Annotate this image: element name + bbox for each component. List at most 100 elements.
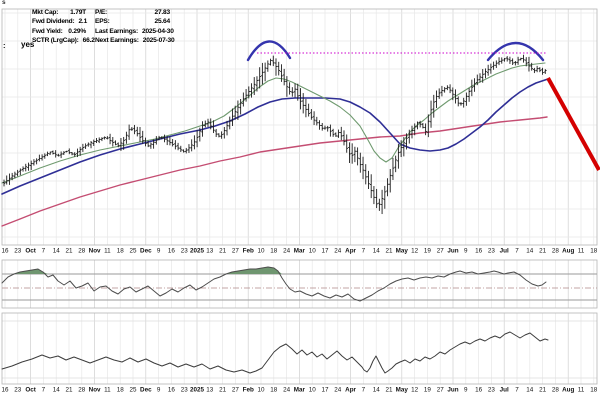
svg-text:Jul: Jul [500, 387, 509, 394]
svg-text:21: 21 [385, 248, 393, 255]
svg-text:7: 7 [362, 387, 366, 394]
svg-text:21: 21 [219, 387, 227, 394]
svg-text:Nov: Nov [89, 248, 101, 255]
svg-text:9: 9 [464, 387, 468, 394]
info-row-fwd-yield: Fwd Yield: 0.29% [32, 27, 86, 36]
svg-text:13: 13 [206, 248, 214, 255]
options-value: yes [21, 40, 35, 49]
svg-text:18: 18 [270, 248, 278, 255]
svg-text:28: 28 [552, 387, 560, 394]
svg-text:21: 21 [385, 387, 393, 394]
svg-text:Apr: Apr [345, 387, 356, 394]
svg-text:27: 27 [232, 387, 240, 394]
fwd-yield-label: Fwd Yield: [32, 27, 63, 35]
svg-text:23: 23 [181, 248, 189, 255]
svg-text:18: 18 [270, 387, 278, 394]
svg-text:10: 10 [257, 248, 265, 255]
svg-text:Oct: Oct [25, 248, 36, 255]
svg-text:Feb: Feb [243, 248, 254, 255]
price-bars [2, 54, 547, 215]
svg-text:24: 24 [283, 387, 291, 394]
svg-text:19: 19 [424, 248, 432, 255]
fwd-yield-value: 0.29% [68, 27, 86, 35]
svg-text:28: 28 [552, 248, 560, 255]
svg-text:14: 14 [373, 248, 381, 255]
fwd-dividend-value: 2.1 [78, 18, 88, 26]
last-earnings-label: Last Earnings: [95, 27, 138, 35]
svg-text:11: 11 [578, 387, 585, 394]
svg-text:16: 16 [168, 387, 176, 394]
svg-text:10: 10 [309, 387, 317, 394]
svg-text:14: 14 [373, 387, 381, 394]
eps-label: EPS: [95, 18, 110, 26]
svg-text:Dec: Dec [140, 248, 152, 255]
fundamentals-block-left: Mkt Cap: 1.79T Fwd Dividend: 2.1 Fwd Yie… [32, 8, 95, 45]
svg-text:12: 12 [411, 248, 419, 255]
info-row-last-earnings: Last Earnings: 2025-04-30 [95, 27, 174, 36]
sctr-value: 66.2 [82, 36, 95, 44]
svg-text:7: 7 [362, 248, 366, 255]
svg-text:May: May [396, 248, 409, 255]
svg-text:Jun: Jun [447, 248, 458, 255]
svg-text:9: 9 [157, 248, 161, 255]
svg-text:23: 23 [14, 248, 22, 255]
svg-text:19: 19 [424, 387, 432, 394]
svg-text:28: 28 [78, 387, 86, 394]
svg-text:Feb: Feb [243, 387, 254, 394]
relative-strength-line [1, 331, 549, 374]
svg-text:21: 21 [539, 387, 547, 394]
svg-text:12: 12 [411, 387, 419, 394]
annotations [246, 40, 600, 171]
svg-text:16: 16 [475, 387, 483, 394]
svg-text:Aug: Aug [562, 248, 574, 255]
svg-text:11: 11 [104, 387, 111, 394]
svg-text:2025: 2025 [190, 387, 205, 394]
svg-text:24: 24 [334, 248, 342, 255]
svg-text:14: 14 [526, 248, 534, 255]
svg-text:11: 11 [578, 248, 585, 255]
next-earnings-label: Next Earnings: [95, 36, 139, 44]
pe-value: 27.83 [154, 9, 170, 16]
svg-text:16: 16 [475, 248, 483, 255]
svg-text:24: 24 [283, 248, 291, 255]
fwd-dividend-label: Fwd Dividend: [32, 18, 75, 26]
options-label-fragment: : [3, 41, 6, 50]
sctr-label: SCTR (LrgCap): [32, 36, 79, 44]
svg-text:16: 16 [168, 248, 176, 255]
pe-label: P/E: [95, 9, 108, 16]
svg-text:18: 18 [117, 248, 125, 255]
x-axis-labels: 16 23 Oct 7 14 21 28 Nov 11 18 25 Dec 9 16 23 2025 13 21 2… [1, 248, 597, 394]
svg-text:23: 23 [488, 387, 496, 394]
svg-text:May: May [396, 387, 409, 394]
svg-text:24: 24 [334, 387, 342, 394]
svg-text:Mar: Mar [294, 387, 306, 394]
svg-text:16: 16 [1, 248, 9, 255]
svg-text:Jul: Jul [500, 248, 509, 255]
grid [1, 8, 598, 385]
svg-text:14: 14 [53, 248, 61, 255]
svg-text:14: 14 [526, 387, 534, 394]
svg-text:16: 16 [1, 387, 9, 394]
svg-text:9: 9 [464, 248, 468, 255]
eps-value: 25.64 [154, 18, 170, 26]
mktcap-value: 1.79T [70, 9, 86, 16]
svg-text:11: 11 [104, 248, 111, 255]
info-row-eps: EPS: 25.64 [95, 17, 170, 26]
fundamentals-block-right: P/E: 27.83 EPS: 25.64 Last Earnings: 202… [95, 8, 175, 45]
svg-text:27: 27 [232, 248, 240, 255]
svg-text:Jun: Jun [447, 387, 458, 394]
svg-text:2025: 2025 [190, 248, 205, 255]
svg-text:Dec: Dec [140, 387, 152, 394]
svg-text:27: 27 [437, 387, 445, 394]
svg-text:7: 7 [42, 387, 46, 394]
svg-text:25: 25 [129, 248, 137, 255]
svg-text:10: 10 [309, 248, 317, 255]
svg-text:9: 9 [157, 387, 161, 394]
info-row-pe: P/E: 27.83 [95, 8, 170, 17]
svg-text:23: 23 [14, 387, 22, 394]
oscillator-panel [1, 266, 597, 302]
svg-text:7: 7 [515, 387, 519, 394]
svg-text:13: 13 [206, 387, 214, 394]
svg-text:7: 7 [42, 248, 46, 255]
svg-text:17: 17 [321, 248, 329, 255]
